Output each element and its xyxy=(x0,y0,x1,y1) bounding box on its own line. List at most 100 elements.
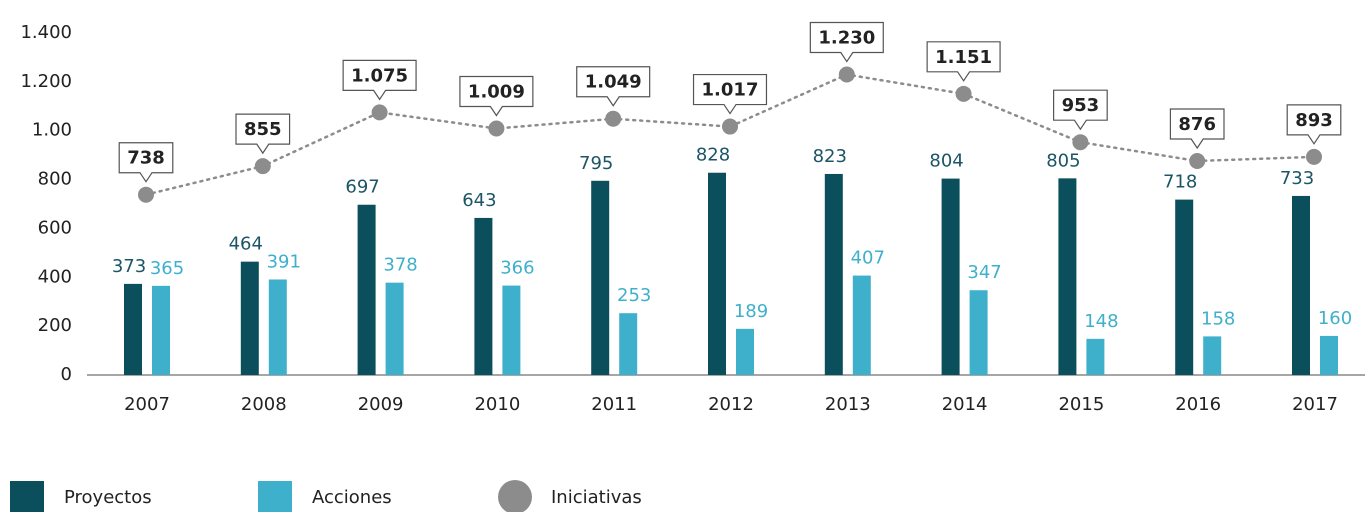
label-box xyxy=(576,66,651,107)
x-tick-label: 2015 xyxy=(1058,394,1104,415)
data-label: 464 xyxy=(229,234,263,255)
x-tick-label: 2010 xyxy=(474,394,520,415)
legend-label: Iniciativas xyxy=(551,487,642,508)
data-label: 1.075 xyxy=(351,65,408,86)
data-label: 1.017 xyxy=(702,80,759,101)
data-label: 828 xyxy=(696,145,730,166)
legend-swatch xyxy=(498,480,532,512)
data-label: 365 xyxy=(150,258,184,279)
bar xyxy=(240,261,259,375)
label-box xyxy=(342,59,417,101)
y-tick-label: 800 xyxy=(38,169,72,190)
bar xyxy=(1086,338,1105,375)
bar xyxy=(385,282,404,375)
bar xyxy=(268,279,287,375)
y-tick-label: 400 xyxy=(38,266,72,287)
label-box xyxy=(692,73,768,115)
bar xyxy=(852,275,871,375)
point xyxy=(605,110,622,127)
bar xyxy=(941,178,960,375)
label-box xyxy=(1169,108,1225,150)
label-box xyxy=(118,142,174,183)
data-label: 1.049 xyxy=(585,72,642,93)
data-label: 189 xyxy=(734,301,768,322)
data-label: 160 xyxy=(1318,308,1352,329)
bar xyxy=(152,285,170,375)
legend-label: Proyectos xyxy=(64,487,152,508)
y-tick-label: 0 xyxy=(61,364,72,385)
label-box xyxy=(235,113,291,155)
data-label: 1.151 xyxy=(935,47,992,68)
data-label: 733 xyxy=(1280,168,1314,189)
y-tick-label: 1.00 xyxy=(32,120,72,141)
data-label: 823 xyxy=(813,146,847,167)
bar xyxy=(357,204,376,375)
point xyxy=(1306,148,1322,165)
bar xyxy=(124,283,142,375)
bar xyxy=(824,173,843,375)
label-box xyxy=(809,21,884,63)
data-label: 1.230 xyxy=(818,28,875,49)
bar xyxy=(474,217,493,375)
data-label: 855 xyxy=(244,119,282,140)
y-tick-label: 600 xyxy=(38,217,72,238)
data-label: 148 xyxy=(1084,311,1118,332)
point xyxy=(371,104,388,121)
y-tick-label: 1.200 xyxy=(20,71,72,92)
y-tick-label: 1.400 xyxy=(20,22,72,43)
point xyxy=(254,158,271,175)
data-label: 893 xyxy=(1295,110,1333,131)
legend-swatch xyxy=(10,481,44,512)
data-label: 158 xyxy=(1201,308,1235,329)
x-tick-label: 2013 xyxy=(825,394,871,415)
bar xyxy=(1203,336,1222,375)
x-tick-label: 2012 xyxy=(708,394,754,415)
label-box xyxy=(926,41,1001,82)
bar xyxy=(1058,178,1077,375)
bar xyxy=(591,180,610,375)
data-label: 795 xyxy=(579,153,613,174)
data-label: 876 xyxy=(1178,114,1216,135)
label-box xyxy=(459,75,534,117)
bar xyxy=(736,328,754,375)
x-tick-label: 2008 xyxy=(241,394,287,415)
point xyxy=(488,120,505,137)
x-tick-label: 2016 xyxy=(1175,394,1221,415)
data-label: 643 xyxy=(462,190,496,211)
point xyxy=(955,85,972,102)
data-label: 805 xyxy=(1046,150,1080,171)
data-label: 738 xyxy=(127,148,165,169)
data-label: 407 xyxy=(851,248,885,269)
bar xyxy=(708,172,726,375)
legend-swatch xyxy=(258,481,292,512)
point xyxy=(1072,134,1089,151)
bar xyxy=(619,313,638,375)
bar xyxy=(969,290,988,375)
data-label: 253 xyxy=(617,285,651,306)
data-label: 953 xyxy=(1062,95,1100,116)
data-label: 697 xyxy=(345,177,379,198)
data-label: 366 xyxy=(500,258,534,279)
x-tick-label: 2017 xyxy=(1292,394,1338,415)
point xyxy=(1189,153,1206,170)
data-label: 1.009 xyxy=(468,82,525,103)
label-box xyxy=(1053,89,1108,131)
data-label: 391 xyxy=(267,251,301,272)
x-tick-label: 2007 xyxy=(124,394,170,415)
legend-label: Acciones xyxy=(312,487,392,508)
bar xyxy=(1175,199,1194,375)
x-tick-label: 2009 xyxy=(358,394,404,415)
label-box xyxy=(1286,104,1342,145)
data-label: 373 xyxy=(112,256,146,277)
data-label: 378 xyxy=(383,255,417,276)
y-tick-label: 200 xyxy=(38,315,72,336)
data-label: 347 xyxy=(967,262,1001,283)
point xyxy=(838,66,855,83)
data-label: 804 xyxy=(929,151,963,172)
x-tick-label: 2011 xyxy=(591,394,637,415)
data-label: 718 xyxy=(1163,172,1197,193)
bar xyxy=(1320,335,1338,375)
bar xyxy=(502,285,521,375)
bar xyxy=(1292,195,1310,375)
